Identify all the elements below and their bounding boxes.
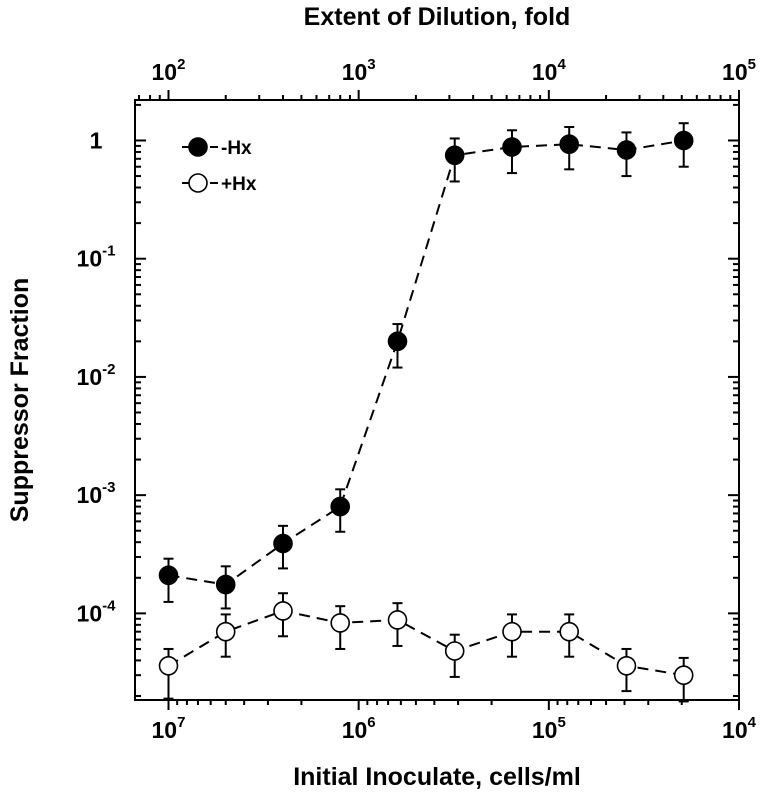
legend-label: +Hx — [221, 174, 257, 195]
y-tick-label-base: 10 — [77, 482, 103, 508]
x-tick-label-exp: 7 — [177, 714, 185, 731]
x-tick-label-base: 10 — [342, 717, 368, 743]
data-point — [673, 130, 694, 151]
top-tick-label-exp: 3 — [367, 56, 375, 73]
y-tick-label-exp: -4 — [102, 597, 116, 614]
legend-marker — [188, 173, 208, 193]
data-point — [273, 533, 293, 554]
x-tick-label: 104 — [722, 714, 757, 743]
legend: -Hx +Hx — [182, 137, 257, 195]
data-point — [559, 134, 580, 154]
data-point — [330, 613, 351, 633]
data-point — [330, 496, 351, 517]
data-point — [215, 621, 236, 642]
series-line — [168, 139, 684, 586]
top-tick-label: 103 — [342, 56, 376, 85]
x-tick-label: 107 — [152, 714, 186, 743]
top-tick-label-exp: 5 — [748, 56, 756, 73]
x-tick-label-exp: 6 — [367, 714, 375, 731]
plot-frame — [134, 99, 740, 701]
x-tick-label-base: 10 — [152, 717, 178, 743]
series-line — [167, 609, 684, 677]
y-axis-title: Suppressor Fraction — [6, 278, 34, 523]
data-point — [673, 665, 694, 686]
data-point — [215, 574, 236, 595]
y-tick-label: 1 — [90, 127, 103, 153]
data-point — [387, 331, 408, 352]
data-point — [387, 610, 408, 630]
y-tick-label: 10-3 — [77, 479, 116, 508]
y-tick-label-base: 10 — [77, 246, 103, 272]
top-tick-label-base: 10 — [532, 59, 558, 85]
top-tick-label-exp: 4 — [557, 56, 566, 73]
legend-entry: +Hx — [182, 173, 257, 195]
x-tick-label-base: 10 — [532, 717, 558, 743]
y-tick-label: 10-2 — [77, 361, 116, 390]
data-point — [502, 137, 522, 157]
legend-marker — [188, 137, 208, 157]
top-tick-label-base: 10 — [722, 59, 748, 85]
data-point — [444, 145, 465, 166]
y-tick-label-base: 1 — [90, 127, 103, 153]
top-tick-label-base: 10 — [342, 59, 368, 85]
series-layer — [158, 122, 694, 703]
x-tick-label: 106 — [342, 714, 376, 743]
y-tick-label-base: 10 — [77, 364, 103, 390]
data-point — [158, 565, 179, 586]
y-tick-label-exp: -1 — [102, 243, 115, 260]
top-tick-label-exp: 2 — [177, 56, 185, 73]
series-minus-hx — [158, 122, 694, 610]
x-tick-label: 105 — [532, 714, 566, 743]
y-tick-label-exp: -3 — [102, 479, 115, 496]
y-tick-label-exp: -2 — [102, 361, 115, 378]
top-tick-label: 102 — [152, 56, 186, 85]
y-tick-label: 10-4 — [77, 597, 117, 626]
data-point — [616, 140, 637, 160]
top-tick-label: 105 — [722, 56, 756, 85]
data-point — [444, 641, 465, 661]
top-tick-label-base: 10 — [152, 59, 178, 85]
data-point — [158, 655, 179, 676]
legend-entry: -Hx — [182, 137, 252, 159]
x-tick-label-exp: 4 — [748, 714, 757, 731]
legend-label: -Hx — [221, 138, 252, 159]
data-point — [616, 655, 637, 676]
x-tick-label-exp: 5 — [557, 714, 565, 731]
y-tick-label: 10-1 — [77, 243, 116, 272]
series-plus-hx — [158, 592, 694, 703]
x-tick-label-base: 10 — [722, 717, 748, 743]
data-point — [559, 621, 580, 642]
top-tick-label: 104 — [532, 56, 567, 85]
data-point — [273, 601, 293, 621]
data-point — [502, 621, 522, 642]
axis-ticks — [135, 90, 740, 710]
y-tick-label-base: 10 — [77, 600, 103, 626]
x-axis-title: Initial Inoculate, cells/ml — [293, 763, 581, 791]
top-axis-title: Extent of Dilution, fold — [304, 3, 571, 31]
